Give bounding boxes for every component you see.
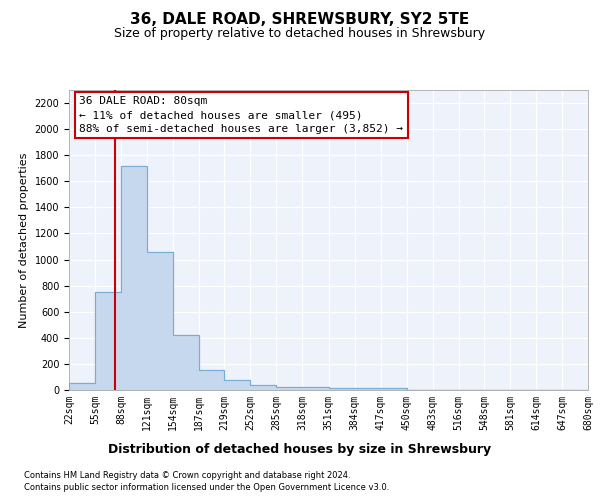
Text: 36 DALE ROAD: 80sqm
← 11% of detached houses are smaller (495)
88% of semi-detac: 36 DALE ROAD: 80sqm ← 11% of detached ho… bbox=[79, 96, 403, 134]
Text: 36, DALE ROAD, SHREWSBURY, SY2 5TE: 36, DALE ROAD, SHREWSBURY, SY2 5TE bbox=[130, 12, 470, 28]
Text: Size of property relative to detached houses in Shrewsbury: Size of property relative to detached ho… bbox=[115, 28, 485, 40]
Text: Contains HM Land Registry data © Crown copyright and database right 2024.: Contains HM Land Registry data © Crown c… bbox=[24, 471, 350, 480]
Text: Contains public sector information licensed under the Open Government Licence v3: Contains public sector information licen… bbox=[24, 484, 389, 492]
Y-axis label: Number of detached properties: Number of detached properties bbox=[19, 152, 29, 328]
Text: Distribution of detached houses by size in Shrewsbury: Distribution of detached houses by size … bbox=[109, 442, 491, 456]
